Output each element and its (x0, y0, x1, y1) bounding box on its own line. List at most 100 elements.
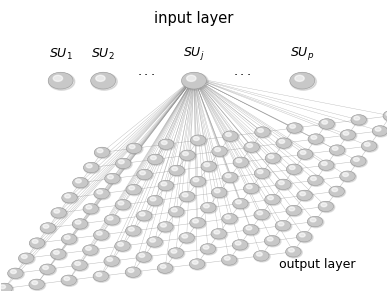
Ellipse shape (84, 163, 100, 173)
Ellipse shape (372, 126, 388, 136)
Ellipse shape (211, 187, 227, 198)
Ellipse shape (214, 189, 220, 193)
Ellipse shape (258, 128, 263, 132)
Ellipse shape (147, 237, 163, 248)
Ellipse shape (115, 241, 130, 251)
Ellipse shape (53, 75, 62, 81)
Ellipse shape (287, 165, 303, 175)
Ellipse shape (0, 283, 12, 292)
Ellipse shape (160, 265, 166, 268)
Ellipse shape (51, 208, 66, 218)
Ellipse shape (297, 149, 313, 159)
Ellipse shape (193, 219, 198, 223)
Ellipse shape (265, 154, 282, 164)
Ellipse shape (255, 169, 271, 179)
Ellipse shape (62, 193, 78, 204)
Ellipse shape (126, 267, 142, 278)
Ellipse shape (94, 189, 111, 200)
Ellipse shape (191, 135, 207, 146)
Ellipse shape (180, 150, 195, 161)
Ellipse shape (182, 73, 208, 90)
Ellipse shape (383, 111, 388, 121)
Ellipse shape (54, 209, 60, 213)
Ellipse shape (32, 239, 38, 243)
Ellipse shape (351, 115, 366, 125)
Ellipse shape (351, 156, 366, 166)
Ellipse shape (10, 270, 16, 274)
Ellipse shape (215, 148, 220, 152)
Ellipse shape (61, 276, 78, 286)
Ellipse shape (76, 179, 81, 183)
Ellipse shape (244, 183, 259, 194)
Ellipse shape (296, 232, 312, 242)
Ellipse shape (107, 258, 113, 261)
Ellipse shape (86, 164, 92, 168)
Ellipse shape (310, 218, 316, 222)
Ellipse shape (115, 199, 131, 210)
Ellipse shape (372, 126, 388, 137)
Ellipse shape (225, 215, 230, 219)
Ellipse shape (201, 162, 218, 172)
Ellipse shape (94, 147, 110, 158)
Ellipse shape (319, 119, 334, 129)
Ellipse shape (191, 177, 207, 187)
Ellipse shape (232, 239, 248, 250)
Ellipse shape (286, 246, 301, 257)
Ellipse shape (246, 185, 252, 189)
Ellipse shape (48, 73, 75, 90)
Ellipse shape (171, 249, 177, 253)
Ellipse shape (182, 72, 206, 89)
Ellipse shape (50, 249, 66, 259)
Ellipse shape (75, 220, 81, 224)
Ellipse shape (159, 140, 175, 150)
Ellipse shape (201, 161, 217, 172)
Ellipse shape (190, 259, 206, 270)
Ellipse shape (204, 163, 210, 167)
Ellipse shape (192, 260, 198, 264)
Ellipse shape (118, 201, 124, 205)
Ellipse shape (43, 225, 49, 228)
Ellipse shape (116, 158, 131, 169)
Ellipse shape (158, 181, 175, 192)
Text: $SU_j$: $SU_j$ (183, 45, 205, 62)
Ellipse shape (234, 158, 249, 168)
Ellipse shape (179, 191, 195, 202)
Ellipse shape (151, 156, 156, 160)
Ellipse shape (116, 200, 132, 211)
Ellipse shape (308, 217, 324, 228)
Ellipse shape (94, 188, 109, 199)
Ellipse shape (118, 160, 124, 164)
Ellipse shape (224, 256, 230, 260)
Ellipse shape (321, 203, 327, 207)
Ellipse shape (136, 252, 151, 262)
Ellipse shape (361, 141, 377, 151)
Ellipse shape (83, 204, 99, 214)
Ellipse shape (161, 223, 166, 227)
Ellipse shape (225, 174, 231, 178)
Ellipse shape (189, 259, 205, 269)
Ellipse shape (341, 130, 357, 141)
Ellipse shape (104, 215, 120, 225)
Ellipse shape (54, 251, 59, 254)
Ellipse shape (62, 192, 77, 203)
Ellipse shape (128, 227, 134, 231)
Ellipse shape (203, 245, 209, 249)
Ellipse shape (180, 192, 196, 203)
Ellipse shape (105, 215, 121, 226)
Ellipse shape (61, 275, 76, 286)
Ellipse shape (97, 190, 102, 194)
Ellipse shape (290, 72, 315, 89)
Ellipse shape (300, 192, 305, 196)
Ellipse shape (126, 226, 141, 236)
Ellipse shape (126, 226, 142, 237)
Ellipse shape (236, 200, 241, 204)
Ellipse shape (129, 145, 135, 149)
Ellipse shape (383, 111, 388, 122)
Ellipse shape (247, 144, 253, 147)
Ellipse shape (322, 120, 327, 124)
Ellipse shape (96, 273, 102, 277)
Ellipse shape (96, 232, 102, 235)
Ellipse shape (268, 196, 274, 200)
Ellipse shape (137, 169, 152, 180)
Ellipse shape (96, 75, 105, 81)
